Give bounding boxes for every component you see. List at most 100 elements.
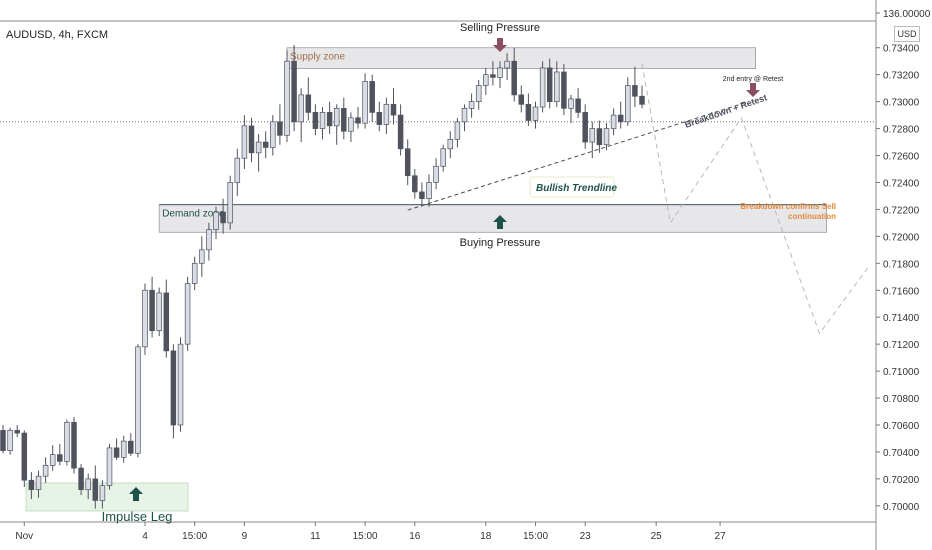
candle <box>78 467 84 491</box>
candle <box>383 103 390 125</box>
y-tick-label: 0.71000 <box>883 367 920 378</box>
candle <box>7 430 13 451</box>
candle <box>128 440 134 454</box>
candle <box>284 60 290 136</box>
candle <box>419 191 425 199</box>
candle <box>497 67 503 78</box>
x-tick-label: 27 <box>715 531 727 542</box>
supply-zone-label: Supply zone <box>290 52 345 63</box>
candle <box>532 106 539 121</box>
x-tick-label: 15:00 <box>353 531 378 542</box>
candle <box>0 430 6 451</box>
candle <box>568 98 574 109</box>
candle <box>525 103 532 121</box>
x-tick-label: 11 <box>310 531 321 542</box>
candle <box>57 454 63 462</box>
candle <box>518 94 525 105</box>
candle <box>42 465 49 477</box>
impulse-leg-label: Impulse Leg <box>102 509 173 524</box>
candle <box>262 141 269 148</box>
projection-path[interactable] <box>641 63 870 335</box>
supply-zone[interactable] <box>286 47 757 70</box>
y-tick-label: 0.70600 <box>883 421 920 432</box>
candle <box>362 81 368 124</box>
y-tick-label: 0.72200 <box>883 205 920 216</box>
y-tick-label: 0.73000 <box>883 98 920 109</box>
bullish-trendline[interactable] <box>407 101 749 211</box>
candle <box>539 67 546 108</box>
y-tick-label: 0.72800 <box>883 125 920 136</box>
candle <box>461 108 468 123</box>
buying-pressure-arrow-icon <box>493 215 507 229</box>
selling-pressure-label: Selling Pressure <box>460 22 540 34</box>
breakdown-confirm-label: Breakdown confirms Sell <box>740 202 836 211</box>
candle <box>113 447 120 458</box>
x-tick-label: 18 <box>480 531 492 542</box>
candle <box>220 211 226 224</box>
candle <box>291 60 297 123</box>
candle <box>433 165 439 183</box>
candle <box>561 71 567 109</box>
y-tick-label: 0.73400 <box>883 44 920 55</box>
y-tick-label: 0.72600 <box>883 152 920 163</box>
selling-pressure-arrow-icon <box>493 38 507 52</box>
candle <box>14 430 20 434</box>
candle <box>582 112 588 143</box>
y-tick-label: 0.71600 <box>883 286 920 297</box>
x-tick-label: 23 <box>580 531 592 542</box>
y-tick-label: 0.71400 <box>883 313 920 324</box>
candle <box>404 148 411 177</box>
candle <box>319 112 326 129</box>
candle <box>390 103 397 116</box>
candle <box>184 283 191 345</box>
impulse-leg-arrow-icon <box>129 487 143 501</box>
candle <box>64 421 70 462</box>
candle <box>575 98 581 113</box>
candle <box>21 432 28 481</box>
candle <box>333 108 340 127</box>
candle <box>326 112 333 127</box>
candle <box>447 138 454 150</box>
candle <box>596 128 603 146</box>
y-tick-label: 0.70800 <box>883 394 920 405</box>
candle <box>106 447 113 486</box>
buying-pressure-label: Buying Pressure <box>460 237 541 249</box>
candle <box>639 95 645 105</box>
candle <box>191 262 198 284</box>
candle <box>355 117 361 124</box>
symbol-header: AUDUSD, 4h, FXCM <box>6 29 109 41</box>
candle <box>546 67 553 102</box>
candle <box>99 485 106 501</box>
candle <box>142 289 148 348</box>
breakdown-retest-label: Breakdown + Retest <box>683 92 768 130</box>
candle <box>234 157 241 183</box>
candle <box>603 128 610 146</box>
candle <box>632 85 638 97</box>
x-tick-label: 25 <box>651 531 663 542</box>
x-tick-label: 4 <box>142 531 148 542</box>
candle <box>490 74 496 78</box>
candle <box>554 71 560 102</box>
candle <box>305 94 312 113</box>
y-tick-label: 0.70400 <box>883 448 920 459</box>
candle <box>397 114 404 150</box>
entry-label: 2nd entry @ Retest <box>723 76 783 83</box>
candle <box>206 229 212 251</box>
y-tick-label: 0.72400 <box>883 178 920 189</box>
candle <box>135 346 141 454</box>
demand-zone[interactable] <box>158 204 828 233</box>
candle <box>227 182 233 224</box>
candle <box>440 148 446 167</box>
trendline-label-box <box>529 176 615 198</box>
currency-badge[interactable]: USD <box>894 26 920 42</box>
candle <box>170 350 177 426</box>
candle <box>85 478 91 491</box>
candle <box>120 440 127 458</box>
x-tick-label: 9 <box>242 531 248 542</box>
candle <box>248 125 255 154</box>
y-tick-label: 0.71800 <box>883 259 920 270</box>
impulse-leg-box[interactable] <box>25 482 189 512</box>
y-tick-label: 0.73200 <box>883 71 920 82</box>
y-tick-label: 0.70200 <box>883 475 920 486</box>
